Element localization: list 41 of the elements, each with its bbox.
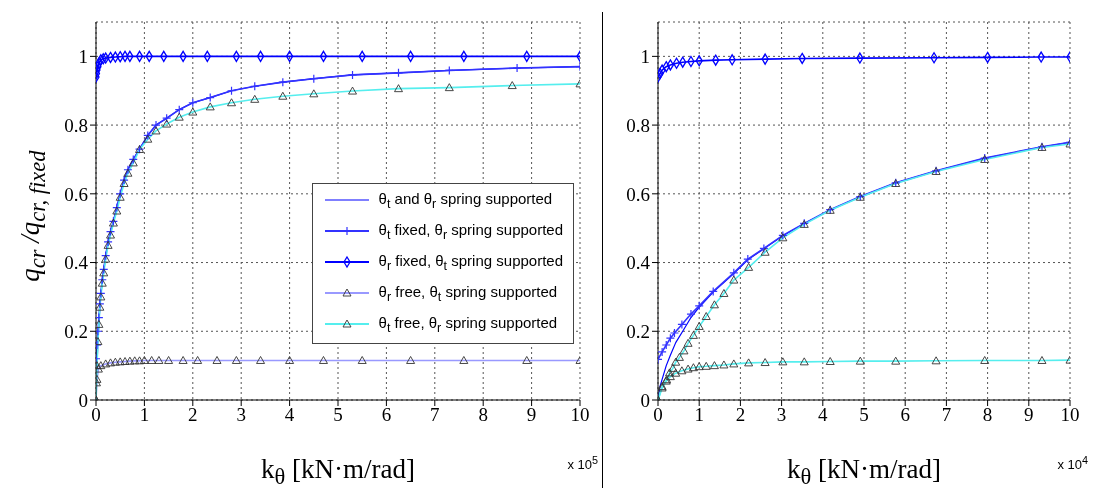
legend-label: θ$_{r}$ fixed, θ$_{t}$ spring supported [378,252,563,273]
y-tick-label: 0.4 [64,252,89,274]
text: x 10$^{5}$ [567,454,598,473]
x-tick-label: 10 [1060,404,1080,426]
x-tick-label: 10 [570,404,590,426]
y-tick-label: 1 [640,46,650,68]
x-tick-label: 1 [694,404,704,426]
y-tick-label: 0.6 [626,183,650,205]
x-tick-label: 4 [818,404,829,426]
y-tick-label: 0.2 [626,321,650,343]
legend-label: θ$_{t}$ fixed, θ$_{r}$ spring supported [378,221,563,242]
legend-label: θ$_{t}$ and θ$_{r}$ spring supported [378,190,553,211]
y-tick-label: 0 [640,389,650,411]
x-tick-label: 8 [982,404,993,426]
y-tick-label: 0.8 [64,114,88,136]
legend-label: θ$_{t}$ free, θ$_{r}$ spring supported [378,314,558,335]
x-tick-label: 2 [735,404,746,426]
x-tick-label: 7 [430,404,440,426]
x-tick-label: 5 [333,404,343,426]
x-tick-label: 6 [900,404,910,426]
x-tick-label: 5 [859,404,869,426]
y-tick-label: 0.6 [64,183,88,205]
y-tick-label: 0.8 [626,114,650,136]
x-tick-label: 1 [139,404,150,426]
text: x 10$^{4}$ [1057,454,1088,473]
x-tick-label: 2 [188,404,198,426]
y-tick-label: 1 [78,46,88,68]
x-tick-label: 3 [776,404,787,426]
x-tick-label: 6 [381,404,392,426]
legend-label: θ$_{r}$ free, θ$_{t}$ spring supported [378,283,558,304]
y-tick-label: 0.4 [626,252,651,274]
x-axis-title: k$_{θ}$ [kN·m/rad] [261,454,415,490]
y-tick-label: 0 [78,389,88,411]
x-tick-label: 3 [236,404,246,426]
x-tick-label: 9 [526,404,537,426]
x-tick-label: 8 [478,404,488,426]
x-axis-title: k$_{θ}$ [kN·m/rad] [787,454,941,490]
x-tick-label: 9 [1024,404,1034,426]
x-tick-label: 7 [941,404,952,426]
y-tick-label: 0.2 [64,321,88,343]
x-tick-label: 4 [284,404,295,426]
